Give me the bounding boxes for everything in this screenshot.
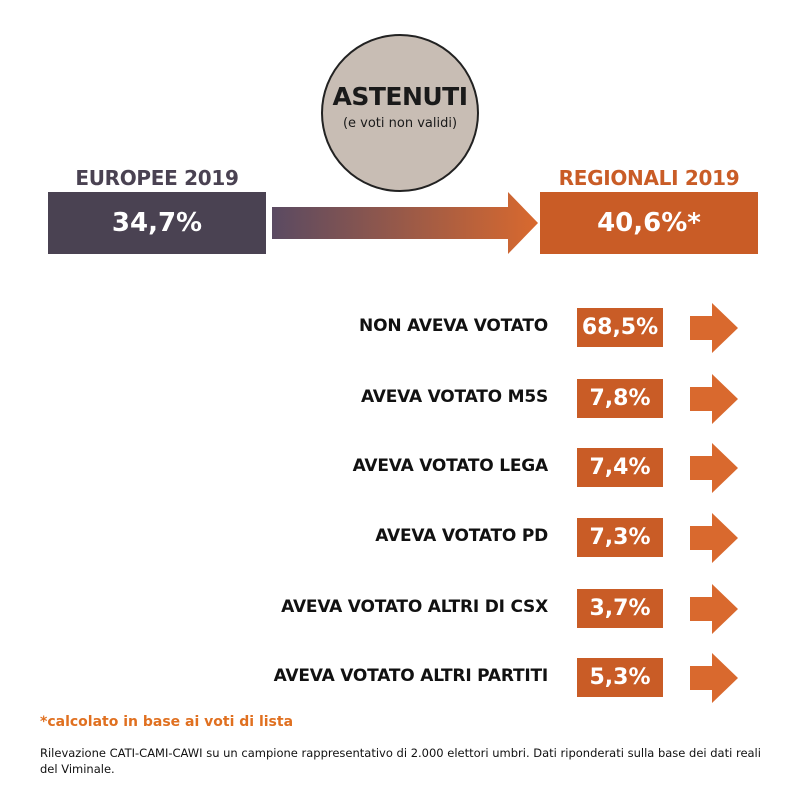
- circle-title: ASTENUTI: [332, 82, 468, 111]
- row-value-box: 7,4%: [576, 447, 664, 488]
- circle-subtitle: (e voti non validi): [342, 116, 458, 131]
- regionali-value-box: 40,6%*: [540, 192, 758, 254]
- row-value-box: 7,8%: [576, 378, 664, 419]
- row-label: NON AVEVA VOTATO: [359, 316, 548, 336]
- footnote: *calcolato in base ai voti di lista: [40, 714, 294, 730]
- row-label: AVEVA VOTATO ALTRI PARTITI: [273, 666, 549, 686]
- abstention-circle: ASTENUTI (e voti non validi): [321, 34, 479, 192]
- right-arrow-icon: [690, 653, 738, 703]
- transition-arrow-icon: [272, 192, 538, 254]
- row-value-box: 5,3%: [576, 657, 664, 698]
- row-value-box: 7,3%: [576, 517, 664, 558]
- right-arrow-icon: [690, 374, 738, 424]
- row-value-box: 3,7%: [576, 588, 664, 629]
- row-label: AVEVA VOTATO M5S: [360, 387, 548, 407]
- right-arrow-icon: [690, 584, 738, 634]
- row-label: AVEVA VOTATO LEGA: [352, 456, 549, 476]
- europee-value-box: 34,7%: [48, 192, 266, 254]
- right-arrow-icon: [690, 303, 738, 353]
- right-arrow-icon: [690, 513, 738, 563]
- row-value-box: 68,5%: [576, 307, 664, 348]
- row-label: AVEVA VOTATO ALTRI DI CSX: [281, 597, 548, 617]
- europee-label: EUROPEE 2019: [75, 166, 239, 190]
- right-arrow-icon: [690, 443, 738, 493]
- row-label: AVEVA VOTATO PD: [375, 526, 548, 546]
- source-note: Rilevazione CATI-CAMI-CAWI su un campion…: [40, 746, 761, 776]
- regionali-label: REGIONALI 2019: [558, 166, 740, 190]
